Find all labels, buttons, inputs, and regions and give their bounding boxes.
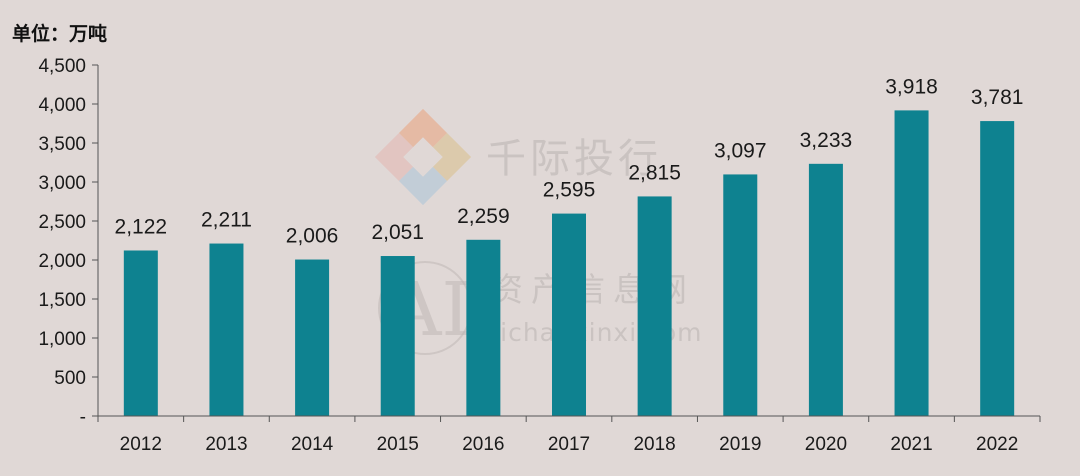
y-tick-label: 3,500 (38, 134, 86, 155)
y-tick-label: 2,500 (38, 212, 86, 233)
watermark-brand: 千际投行 (486, 136, 662, 182)
y-tick-label: 4,500 (38, 56, 86, 77)
value-labels: 2,122 2,211 2,006 2,051 2,259 2,595 2,815 3,097… (115, 75, 1024, 247)
y-tick-label: - (80, 407, 86, 428)
unit-label: 单位：万吨 (12, 22, 107, 45)
bar-2017 (552, 213, 586, 416)
bar-2016 (466, 239, 501, 416)
bar-2022 (980, 121, 1015, 416)
data-label: 2,259 (457, 205, 510, 228)
y-tick-label: 4,000 (38, 95, 86, 116)
watermark-logo-icon (374, 108, 472, 206)
y-tick-label: 1,000 (38, 329, 86, 350)
bar-series (123, 110, 1015, 417)
data-label: 2,122 (115, 215, 168, 238)
data-label: 2,815 (628, 161, 681, 184)
x-tick-label: 2020 (805, 434, 847, 455)
data-label: 2,051 (371, 221, 424, 244)
x-tick-label: 2017 (548, 434, 590, 455)
y-tick-label: 2,000 (38, 251, 86, 272)
x-tick-label: 2021 (890, 434, 932, 455)
x-tick-label: 2022 (976, 434, 1018, 455)
x-tick-label: 2015 (377, 434, 419, 455)
x-tick-label: 2019 (719, 434, 761, 455)
x-tick-label: 2012 (120, 434, 162, 455)
y-tick-label: 1,500 (38, 290, 86, 311)
data-label: 3,781 (971, 86, 1024, 109)
bar-2018 (637, 196, 672, 416)
x-axis: 2012 2013 2014 2015 2016 2017 2018 2019 2020 2021… (97, 415, 1041, 455)
data-label: 3,097 (714, 139, 767, 162)
bar-2020 (808, 163, 843, 416)
bar-2021 (894, 110, 929, 417)
y-tick-label: 500 (54, 368, 86, 389)
x-tick-label: 2018 (633, 434, 675, 455)
data-label: 2,006 (286, 225, 339, 248)
data-label: 3,233 (800, 129, 853, 152)
data-label: 2,211 (201, 209, 252, 232)
bar-2013 (209, 243, 244, 416)
bar-2015 (380, 256, 415, 416)
bar-2014 (295, 259, 330, 416)
x-tick-label: 2016 (462, 434, 504, 455)
y-axis: - 500 1,000 1,500 2,000 2,500 3,000 3,500 4,000 4… (38, 56, 99, 428)
data-label: 2,595 (543, 179, 596, 202)
bar-2019 (723, 174, 758, 416)
bar-2012 (123, 250, 158, 416)
x-tick-label: 2014 (291, 434, 334, 455)
y-tick-label: 3,000 (38, 173, 86, 194)
x-tick-label: 2013 (205, 434, 247, 455)
data-label: 3,918 (885, 75, 938, 98)
